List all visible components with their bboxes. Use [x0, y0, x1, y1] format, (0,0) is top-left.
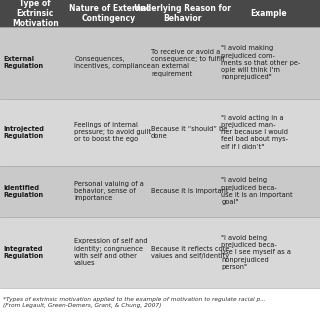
Text: Personal valuing of a
behavior, sense of
importance: Personal valuing of a behavior, sense of…: [74, 181, 144, 202]
Text: Example: Example: [251, 9, 287, 18]
Bar: [0, 27, 320, 99]
Text: "I avoid being
prejudiced beca-
use it is an important
goal": "I avoid being prejudiced beca- use it i…: [221, 177, 293, 205]
Bar: [0, 166, 320, 217]
Text: Nature of External
Contingency: Nature of External Contingency: [69, 4, 149, 23]
Text: Type of
Extrinsic
Motivation: Type of Extrinsic Motivation: [12, 0, 59, 28]
Text: Expression of self and
identity; congruence
with self and other
values: Expression of self and identity; congrue…: [74, 238, 148, 266]
Text: Integrated
Regulation: Integrated Regulation: [4, 246, 44, 259]
Text: Feelings of internal
pressure; to avoid guilt
or to boost the ego: Feelings of internal pressure; to avoid …: [74, 122, 151, 142]
Text: "I avoid acting in a
prejudiced man-
ner because I would
feel bad about mys-
elf: "I avoid acting in a prejudiced man- ner…: [221, 115, 288, 150]
Bar: [0, 99, 320, 166]
Text: "I avoid making
prejudiced com-
ments so that other pe-
ople will think I'm
nonp: "I avoid making prejudiced com- ments so…: [221, 45, 301, 80]
Text: *Types of extrinsic motivation applied to the example of motivation to regulate : *Types of extrinsic motivation applied t…: [3, 297, 266, 308]
Bar: [0, 288, 320, 320]
Text: Underlying Reason for
Behavior: Underlying Reason for Behavior: [134, 4, 231, 23]
Text: External
Regulation: External Regulation: [4, 56, 44, 69]
Text: Introjected
Regulation: Introjected Regulation: [4, 125, 45, 139]
Bar: [0, 217, 320, 288]
Text: Consequences,
incentives, compliance: Consequences, incentives, compliance: [74, 56, 151, 69]
Text: To receive or avoid a
consequence; to fulfill
an external
requirement: To receive or avoid a consequence; to fu…: [151, 49, 225, 77]
Text: Because it reflects core
values and self/identity: Because it reflects core values and self…: [151, 246, 229, 259]
Text: Because it “should” be
done: Because it “should” be done: [151, 125, 228, 139]
Text: Because it is important: Because it is important: [151, 188, 228, 194]
Text: Identified
Regulation: Identified Regulation: [4, 185, 44, 198]
Bar: [0, 0, 320, 27]
Text: "I avoid being
prejudiced beca-
use I see myself as a
nonprejudiced
person": "I avoid being prejudiced beca- use I se…: [221, 235, 292, 270]
